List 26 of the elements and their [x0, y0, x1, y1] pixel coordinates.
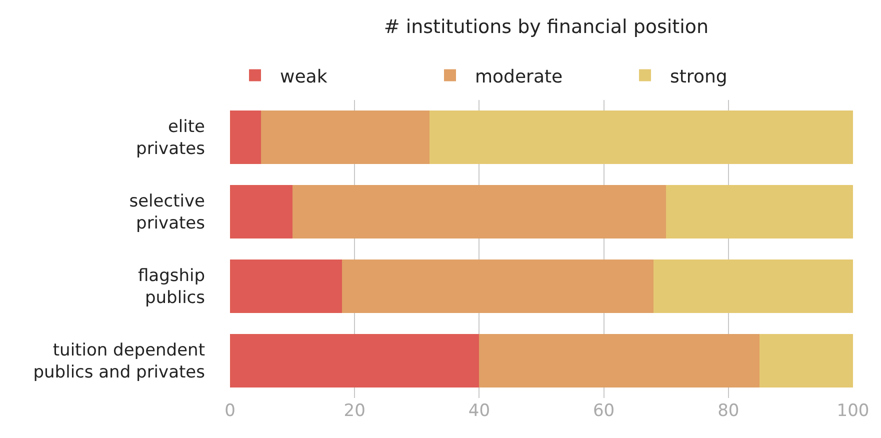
- x-tick-label: 100: [836, 401, 870, 421]
- bar: [760, 334, 853, 388]
- bar: [292, 184, 666, 239]
- chart-title: # institutions by financial position: [384, 16, 709, 38]
- bar: [429, 110, 853, 164]
- x-tick-label: 20: [344, 401, 366, 421]
- bar: [654, 259, 853, 314]
- bar: [342, 259, 654, 314]
- legend-label: weak: [280, 66, 328, 88]
- bar: [479, 334, 760, 388]
- y-tick-label: tuition dependent publics and privates: [33, 340, 206, 383]
- x-tick-label: 40: [468, 401, 490, 421]
- bar: [230, 334, 480, 388]
- y-tick-label: selective privates: [129, 192, 206, 234]
- bar: [230, 259, 342, 314]
- y-tick-label: elite privates: [136, 117, 206, 160]
- y-tick-label: flagship publics: [138, 266, 206, 308]
- bar: [230, 184, 292, 239]
- bar: [230, 110, 262, 164]
- legend-label: strong: [670, 66, 728, 88]
- x-tick-label: 0: [224, 401, 236, 421]
- bar: [666, 184, 853, 239]
- bar: [261, 110, 430, 164]
- x-tick-label: 80: [718, 401, 740, 421]
- legend-label: moderate: [475, 66, 563, 88]
- x-tick-label: 60: [592, 401, 615, 421]
